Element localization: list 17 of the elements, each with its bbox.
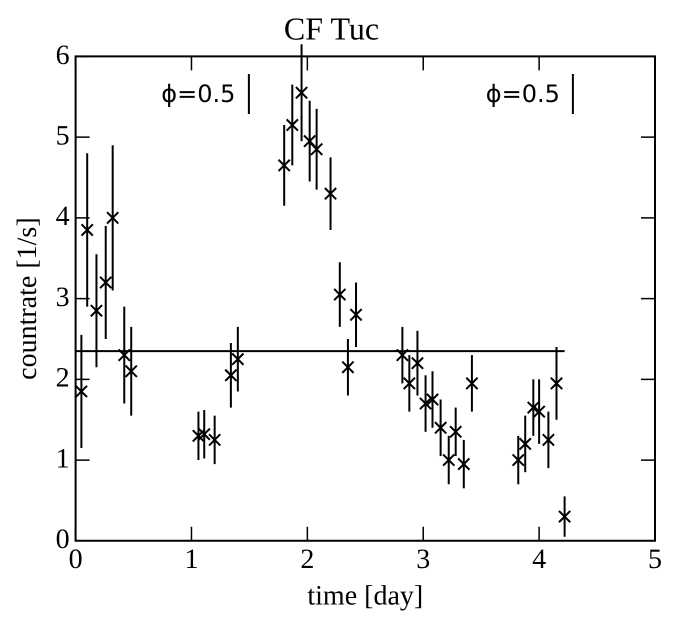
x-tick-label: 1 — [184, 544, 198, 575]
y-tick-label: 2 — [56, 362, 70, 394]
x-axis-title: time [day] — [307, 580, 424, 612]
y-axis-title: countrate [1/s] — [12, 217, 44, 380]
annotation: ϕ=0.5 — [486, 74, 574, 114]
x-tick-label: 3 — [416, 544, 430, 575]
y-tick-label: 0 — [56, 524, 70, 556]
chart-title: CF Tuc — [284, 10, 380, 47]
y-tick-label: 3 — [56, 282, 70, 313]
x-tick-label: 4 — [532, 544, 546, 575]
y-tick-label: 4 — [56, 201, 70, 232]
x-tick-label: 2 — [300, 544, 314, 575]
y-tick-label: 5 — [56, 120, 70, 152]
y-tick-label: 1 — [56, 443, 70, 474]
x-tick-label: 5 — [648, 544, 662, 575]
annotation: ϕ=0.5 — [161, 74, 250, 114]
y-tick-label: 6 — [56, 40, 70, 71]
